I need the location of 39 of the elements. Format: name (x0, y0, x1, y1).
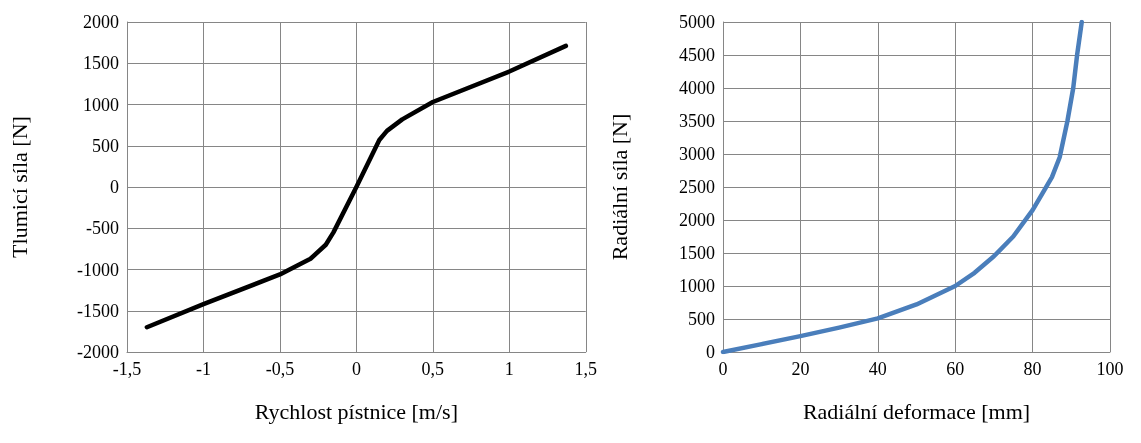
x-tick-label: 20 (791, 359, 810, 379)
y-tick-label: 0 (706, 342, 715, 362)
x-tick-label: 1,5 (574, 359, 597, 379)
y-tick-label: -1500 (77, 300, 119, 321)
y-tick-label: 2000 (679, 210, 715, 230)
y-tick-label: -2000 (77, 342, 119, 362)
x-tick-label: -1 (195, 359, 211, 379)
x-tick-label: -1,5 (112, 359, 142, 379)
y-tick-label: 1500 (679, 243, 715, 263)
x-tick-label: 40 (868, 359, 887, 379)
x-tick-label: 100 (1096, 359, 1124, 379)
y-axis-title: Radiální síla [N] (606, 113, 632, 261)
y-tick-label: 2500 (679, 177, 715, 197)
x-tick-label: 0,5 (421, 359, 445, 379)
y-tick-label: 1000 (83, 94, 119, 115)
y-tick-label: -1000 (77, 259, 119, 280)
x-tick-label: 80 (1023, 359, 1042, 379)
y-axis-title: Tlumicí síla [N] (6, 116, 32, 258)
y-tick-label: 4500 (679, 45, 715, 65)
y-tick-label: 2000 (83, 12, 119, 32)
y-tick-label: 3000 (679, 144, 715, 164)
y-tick-label: 1000 (679, 276, 715, 296)
y-tick-label: 500 (688, 309, 715, 329)
y-tick-label: 5000 (679, 12, 715, 32)
y-tick-label: 500 (92, 135, 119, 156)
line-series (144, 43, 569, 330)
y-tick-label: 4000 (679, 78, 715, 98)
x-axis-title: Radiální deformace [mm] (802, 398, 1031, 424)
x-tick-label: 60 (946, 359, 965, 379)
y-tick-label: 3500 (679, 111, 715, 131)
line-series (720, 19, 1084, 355)
x-tick-label: 1 (504, 359, 514, 379)
x-tick-label: -0,5 (265, 359, 295, 379)
y-tick-label: -500 (86, 218, 119, 239)
x-tick-label: 0 (718, 359, 728, 379)
y-tick-label: 0 (110, 177, 119, 197)
x-tick-label: 0 (351, 359, 361, 379)
x-axis-title: Rychlost pístnice [m/s] (254, 398, 458, 424)
y-tick-label: 1500 (83, 53, 119, 74)
